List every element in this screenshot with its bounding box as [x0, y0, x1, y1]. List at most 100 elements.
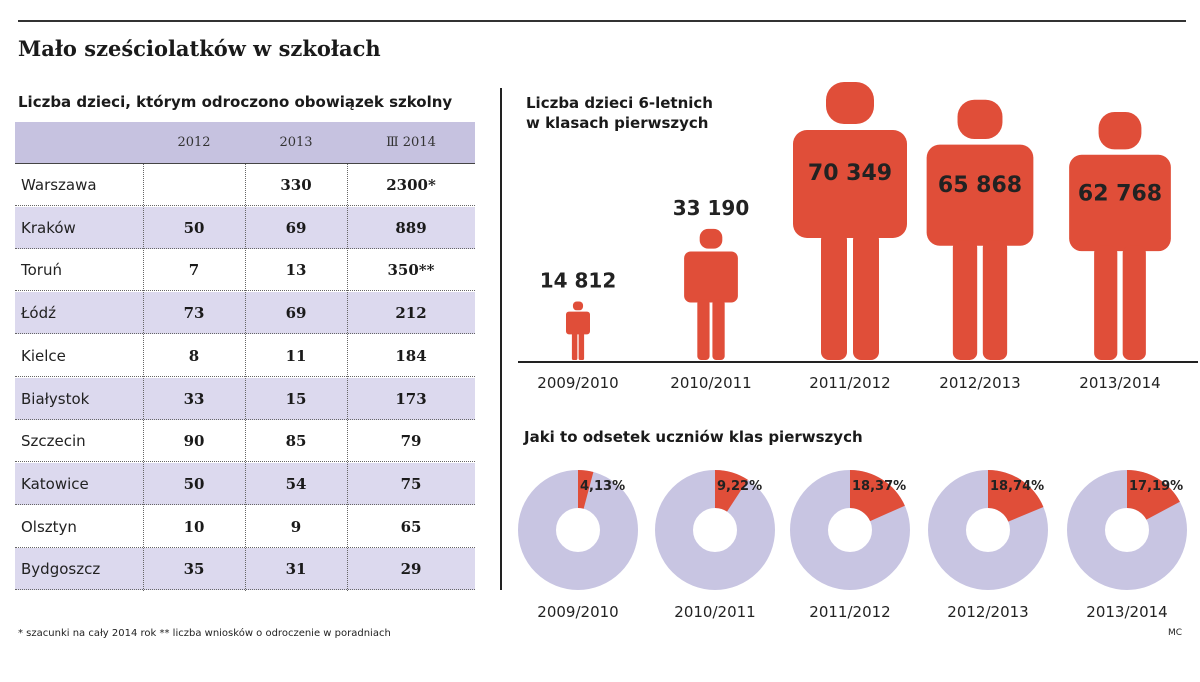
table-cell-city: Białystok: [21, 389, 90, 408]
person-leg: [952, 240, 978, 360]
person-body: [793, 130, 907, 238]
table-cell-2013: 85: [285, 432, 307, 451]
table-cell-2013: 69: [285, 304, 307, 323]
year-label: 2009/2010: [537, 374, 618, 392]
table-cell-2014: 184: [395, 346, 427, 365]
person-leg: [821, 232, 847, 360]
table-header-2012: 2012: [177, 135, 211, 150]
table-cell-city: Katowice: [21, 474, 89, 493]
table-cell-city: Warszawa: [21, 176, 97, 194]
column-divider: [347, 164, 348, 591]
year-label: 2013/2014: [1086, 603, 1167, 621]
table-cell-2014: 2300*: [386, 176, 436, 194]
postponement-table: 2012 2013 Ⅲ 2014 Warszawa 330 2300* Kraków 5…: [15, 122, 475, 591]
table-cell-2012: 10: [183, 517, 205, 536]
value-label: 70 349: [808, 161, 892, 186]
person-leg: [1094, 245, 1118, 360]
year-label: 2013/2014: [1079, 374, 1160, 392]
year-label: 2012/2013: [947, 603, 1028, 621]
table-cell-2013: 54: [285, 474, 307, 493]
donut-slice: [715, 470, 748, 512]
person-head: [572, 301, 584, 311]
percent-label: 18,37%: [852, 479, 906, 494]
table-cell-2013: 15: [285, 389, 307, 408]
table-header-row: 2012 2013 Ⅲ 2014: [15, 122, 475, 164]
person-head: [1098, 111, 1142, 150]
donut-slice: [850, 470, 905, 522]
person-body: [565, 311, 591, 335]
year-label: 2009/2010: [537, 603, 618, 621]
table-cell-2013: 330: [280, 176, 312, 194]
table-cell-2013: 13: [285, 261, 307, 280]
table-cell-2014: 889: [395, 218, 427, 237]
pictogram-title-line-2: w klasach pierwszych: [526, 114, 709, 132]
table-cell-city: Kielce: [21, 346, 66, 365]
pictogram-baseline: [518, 361, 1198, 363]
person-leg: [697, 299, 710, 360]
table-cell-city: Kraków: [21, 218, 76, 237]
credit: MC: [1168, 628, 1183, 638]
table-cell-2014: 173: [395, 389, 427, 408]
table-cell-city: Bydgoszcz: [21, 560, 101, 579]
table-cell-city: Toruń: [21, 261, 62, 280]
table-cell-2012: 50: [183, 218, 205, 237]
person-body: [684, 251, 738, 303]
table-cell-2012: 90: [183, 432, 205, 451]
pictogram-chart-title: Liczba dzieci 6-letnich w klasach pierws…: [526, 93, 713, 133]
person-leg: [712, 299, 725, 360]
table-cell-2012: 35: [183, 560, 205, 579]
page-title: Mało sześciolatków w szkołach: [18, 36, 381, 61]
table-cell-city: Łódź: [21, 304, 57, 323]
year-label: 2010/2011: [674, 603, 755, 621]
table-cell-2014: 212: [395, 304, 427, 323]
table-cell-2013: 69: [285, 218, 307, 237]
table-cell-2014: 65: [400, 517, 422, 536]
percent-label: 18,74%: [990, 479, 1044, 494]
person-leg: [571, 333, 578, 360]
person-head: [826, 82, 874, 124]
person-leg: [982, 240, 1008, 360]
percent-label: 17,19%: [1129, 479, 1183, 494]
table-cell-2012: 50: [183, 474, 205, 493]
donut-slice: [578, 470, 594, 509]
table-cell-2014: 350**: [387, 261, 435, 280]
person-leg: [578, 333, 585, 360]
table-header-2014: Ⅲ 2014: [386, 135, 436, 150]
year-label: 2010/2011: [670, 374, 751, 392]
table-cell-2012: 73: [183, 304, 205, 323]
value-label: 14 812: [540, 268, 617, 292]
percent-label: 4,13%: [580, 479, 625, 494]
table-cell-2012: 33: [183, 389, 205, 408]
person-head: [699, 228, 723, 249]
donut-chart-title: Jaki to odsetek uczniów klas pierwszych: [524, 428, 863, 446]
table-cell-city: Szczecin: [21, 432, 86, 451]
value-label: 62 768: [1078, 181, 1162, 206]
person-pictogram-mark: [926, 99, 1034, 360]
table-cell-2013: 31: [285, 560, 307, 579]
person-leg: [853, 232, 879, 360]
person-pictogram-mark: [793, 82, 907, 360]
table-header-2013: 2013: [279, 135, 313, 150]
value-label: 33 190: [673, 196, 750, 220]
column-divider: [245, 164, 246, 591]
footnotes: * szacunki na cały 2014 rok ** liczba wn…: [18, 628, 391, 639]
value-label: 65 868: [938, 173, 1022, 198]
table-cell-2013: 9: [290, 517, 302, 536]
table-cell-city: Olsztyn: [21, 517, 77, 536]
table-cell-2013: 11: [285, 346, 307, 365]
person-leg: [1122, 245, 1146, 360]
year-label: 2011/2012: [809, 603, 890, 621]
person-pictogram-mark: [684, 228, 738, 360]
donut-slice: [1127, 470, 1180, 520]
donut-slice: [988, 470, 1044, 522]
year-label: 2011/2012: [809, 374, 890, 392]
table-cell-2014: 29: [400, 560, 422, 579]
person-pictogram-mark: [1069, 111, 1171, 360]
table-title: Liczba dzieci, którym odroczono obowiąze…: [18, 93, 453, 111]
table-cell-2014: 79: [400, 432, 422, 451]
pictogram-title-line-1: Liczba dzieci 6-letnich: [526, 94, 713, 112]
top-rule: [18, 20, 1186, 22]
person-head: [957, 99, 1003, 140]
column-divider: [143, 164, 144, 591]
